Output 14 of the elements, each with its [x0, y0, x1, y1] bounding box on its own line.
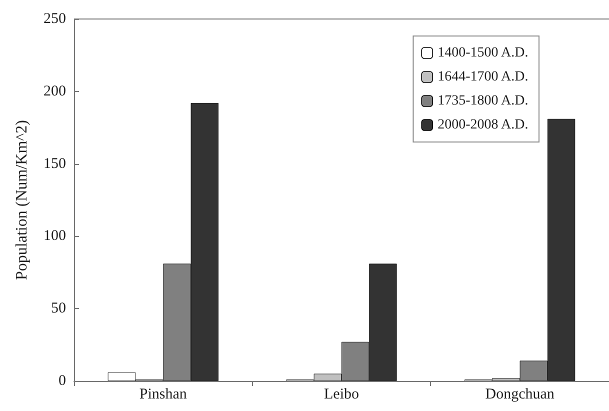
y-tick-label: 100: [44, 228, 66, 244]
y-tick-label: 150: [44, 156, 66, 172]
y-axis-title: Population (Num/Km^2): [14, 120, 30, 280]
legend-label: 1735-1800 A.D.: [438, 94, 528, 108]
y-tick-label: 50: [51, 300, 66, 317]
legend-label: 1644-1700 A.D.: [438, 70, 528, 84]
x-tick-label: Leibo: [324, 386, 359, 402]
y-tick-label: 200: [44, 83, 66, 100]
x-tick-label: Pinshan: [139, 386, 188, 402]
legend-label: 1400-1500 A.D.: [438, 46, 528, 60]
legend-label: 2000-2008 A.D.: [438, 118, 528, 132]
y-tick-label: 250: [44, 11, 66, 27]
x-tick-label: Dongchuan: [485, 386, 555, 402]
y-tick-label: 0: [58, 373, 66, 389]
